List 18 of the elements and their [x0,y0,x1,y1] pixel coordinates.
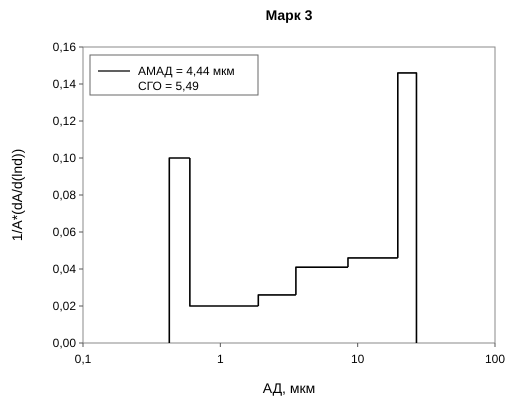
y-axis-title: 1/A*(dA/d(lnd)) [9,148,25,242]
annotation: СГО = 5,49 [138,79,200,93]
y-tick-label: 0,10 [52,151,76,165]
x-tick-label: 0,1 [74,352,92,366]
x-tick-label: 1 [216,352,224,366]
y-tick-label: 0,16 [52,40,76,54]
y-tick-label: 0,04 [52,262,76,276]
legend-label: АМАД = 4,44 мкм [138,64,235,78]
y-tick-label: 0,02 [52,299,76,313]
chart-title: Марк 3 [266,7,313,23]
y-tick-label: 0,08 [52,188,76,202]
y-tick-label: 0,14 [52,77,76,91]
y-tick-label: 0,12 [52,114,76,128]
y-tick-label: 0,06 [52,225,76,239]
y-tick-label: 0,00 [52,336,76,350]
x-tick-label: 10 [350,352,365,366]
x-tick-label: 100 [484,352,506,366]
x-axis-title: АД, мкм [262,380,316,396]
